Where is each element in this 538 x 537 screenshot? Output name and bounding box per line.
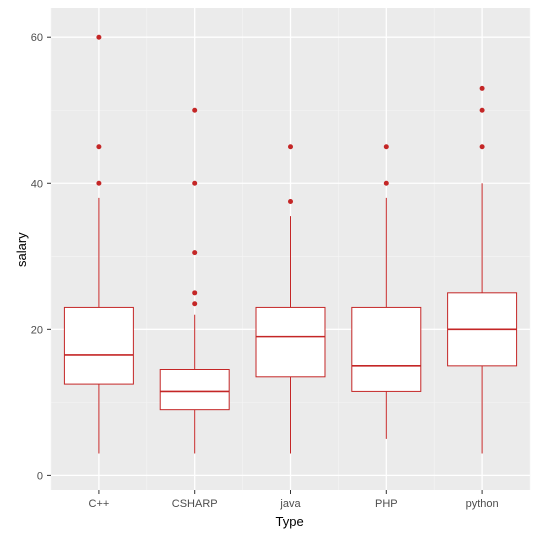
y-axis-title: salary xyxy=(14,232,29,267)
x-tick-label: python xyxy=(466,498,499,510)
x-tick-label: PHP xyxy=(375,498,398,510)
outlier-point xyxy=(384,181,389,186)
outlier-point xyxy=(480,108,485,113)
box xyxy=(160,370,229,410)
box xyxy=(64,307,133,384)
x-tick-label: CSHARP xyxy=(172,498,218,510)
x-tick-label: java xyxy=(279,498,301,510)
outlier-point xyxy=(96,144,101,149)
outlier-point xyxy=(384,144,389,149)
outlier-point xyxy=(480,144,485,149)
outlier-point xyxy=(480,86,485,91)
box xyxy=(256,307,325,376)
x-axis-title: Type xyxy=(276,514,304,529)
outlier-point xyxy=(192,181,197,186)
outlier-point xyxy=(288,144,293,149)
x-tick-label: C++ xyxy=(89,498,110,510)
y-tick-label: 40 xyxy=(31,178,43,190)
outlier-point xyxy=(192,108,197,113)
outlier-point xyxy=(192,250,197,255)
outlier-point xyxy=(96,35,101,40)
y-tick-label: 60 xyxy=(31,32,43,44)
outlier-point xyxy=(192,290,197,295)
box xyxy=(352,307,421,391)
outlier-point xyxy=(192,301,197,306)
chart-svg: 0 20 40 60 C++ CSHARP java PHP python xyxy=(0,0,538,537)
outlier-point xyxy=(96,181,101,186)
y-tick-label: 0 xyxy=(37,470,43,482)
y-tick-label: 20 xyxy=(31,324,43,336)
outlier-point xyxy=(288,199,293,204)
boxplot-chart: 0 20 40 60 C++ CSHARP java PHP python salary Typ… xyxy=(0,0,538,537)
